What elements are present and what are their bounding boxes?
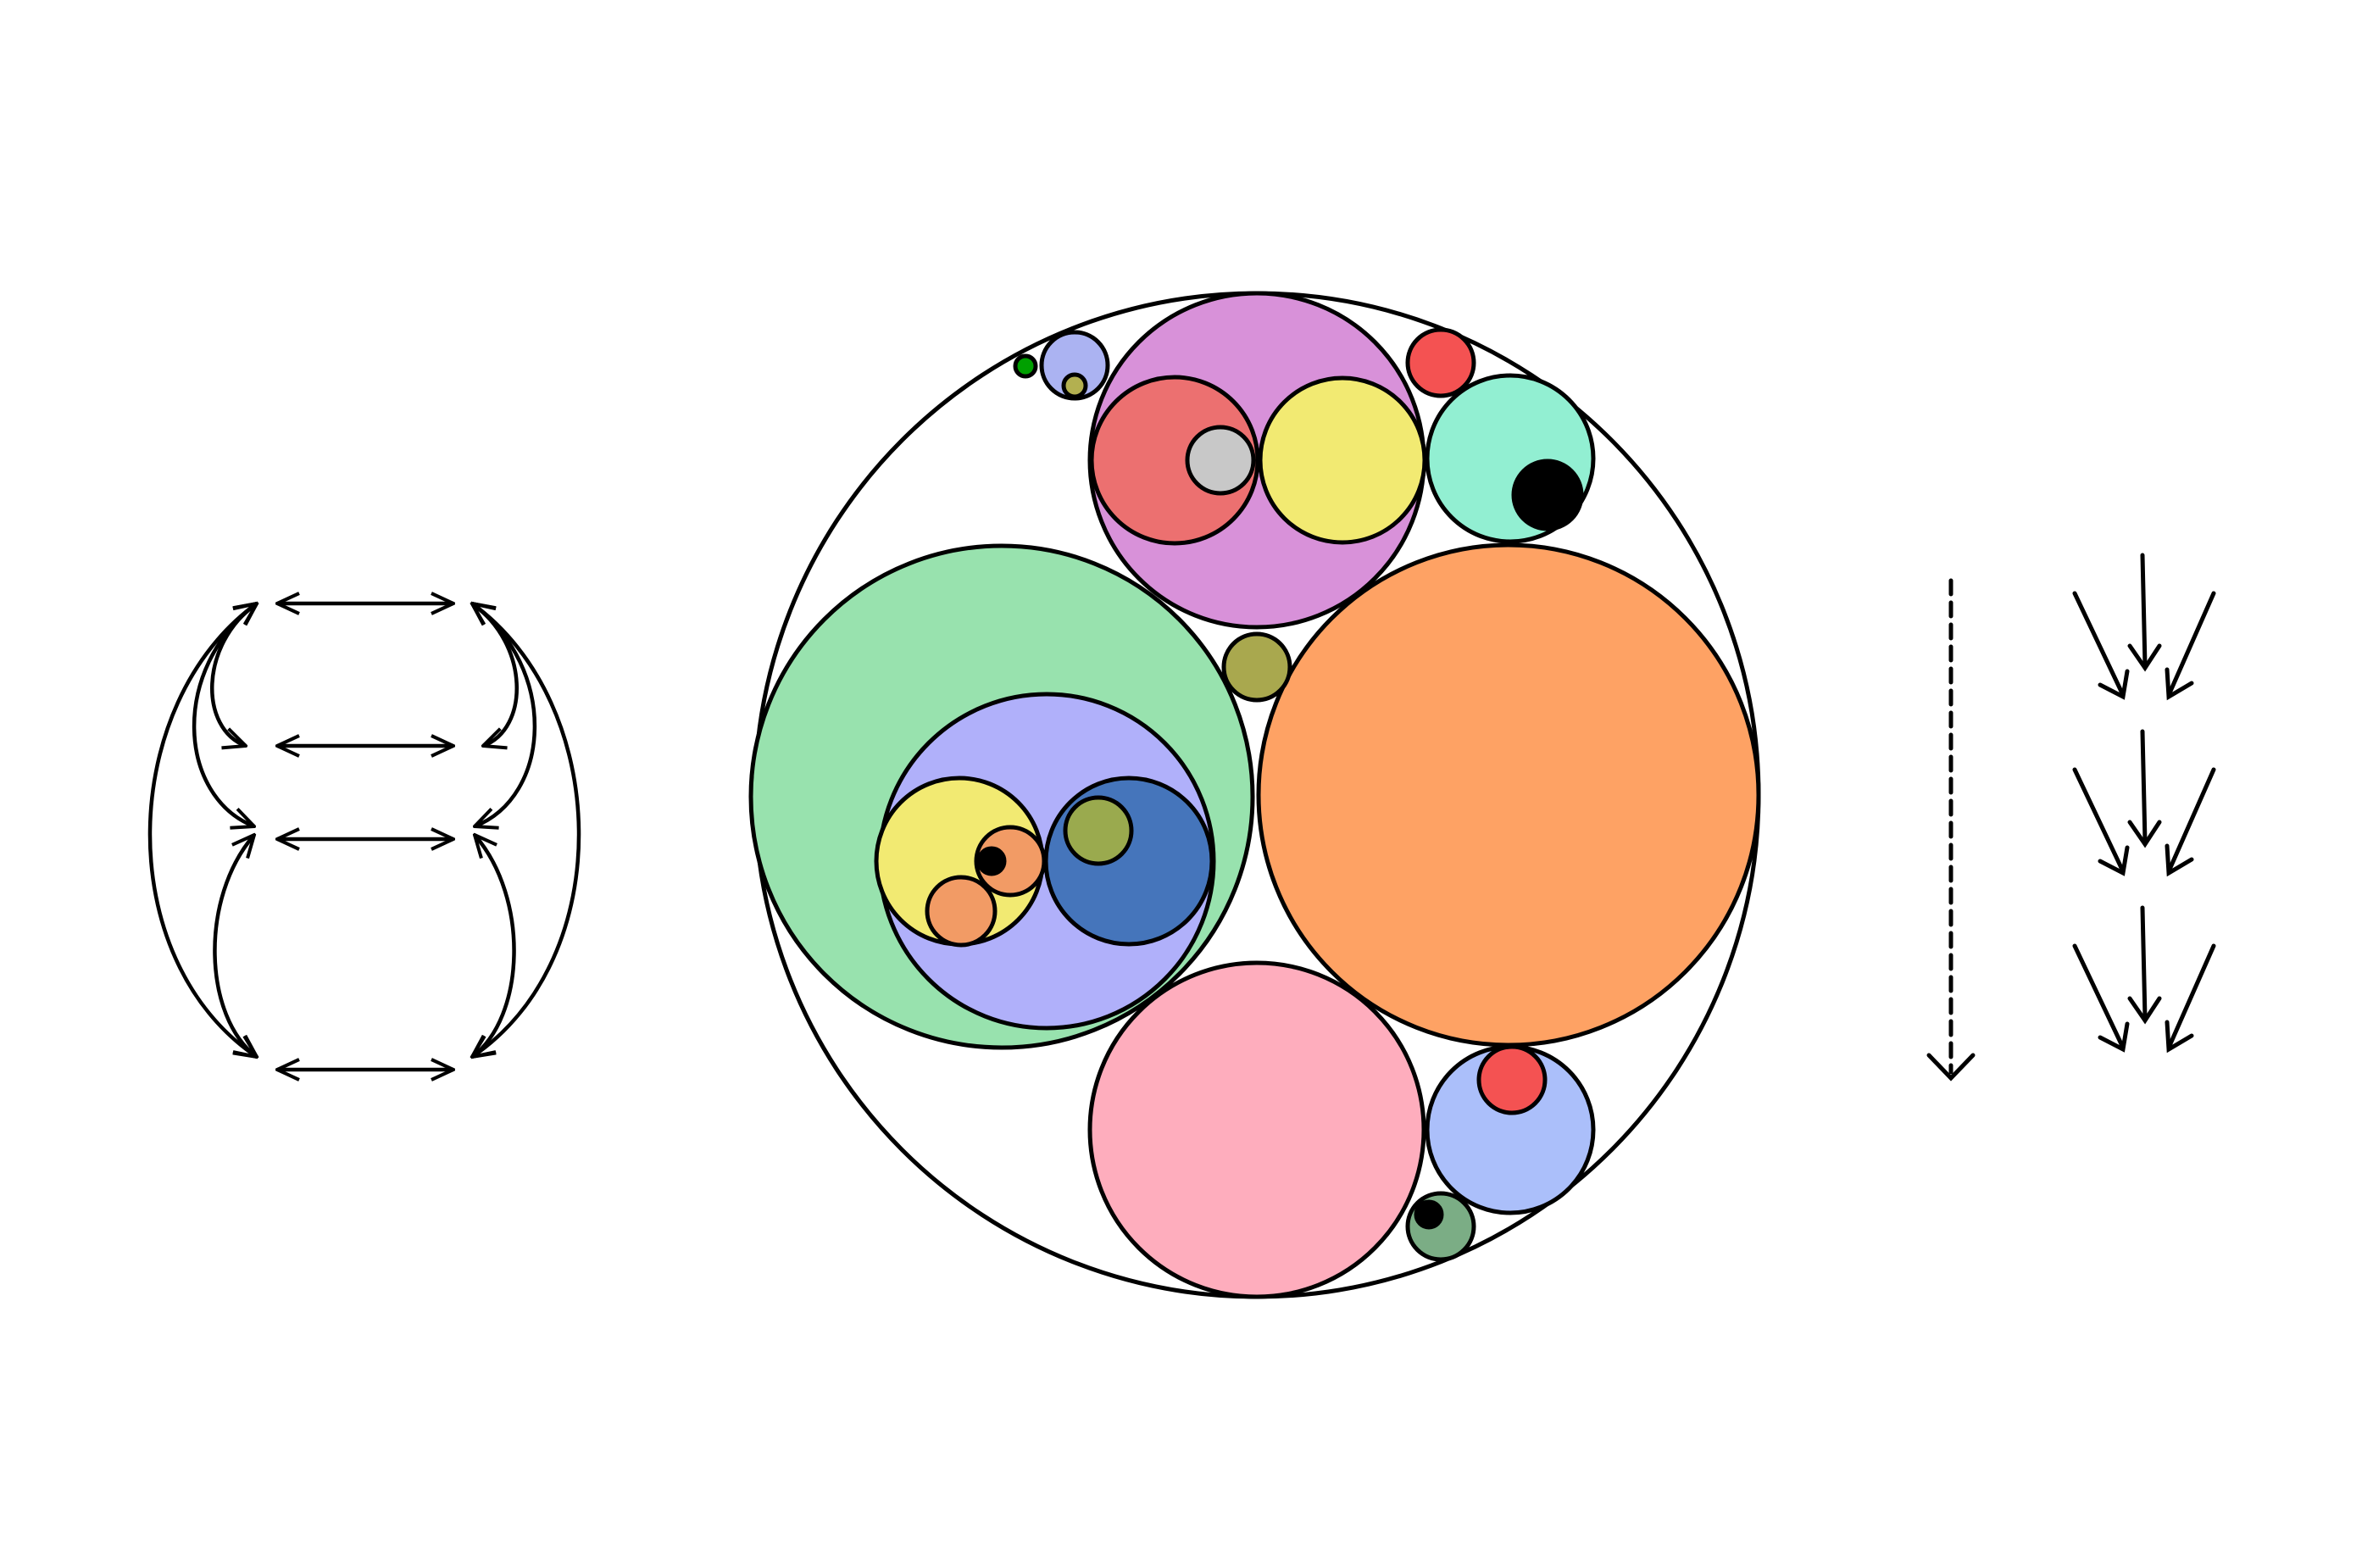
circle-packing xyxy=(748,291,1761,1299)
left-arc-3-4 xyxy=(213,835,257,1057)
right-arc-1-3 xyxy=(472,603,537,826)
black-circle xyxy=(1511,459,1584,531)
olive-circle-2 xyxy=(1221,631,1292,703)
small-black-circle xyxy=(1414,1199,1444,1230)
yellow-circle xyxy=(1258,375,1427,545)
flow-legend xyxy=(1926,553,2216,1081)
black-dot-circle xyxy=(976,846,1007,876)
left-arc-1-4 xyxy=(147,603,257,1057)
right-arc-1-4 xyxy=(472,603,581,1057)
arrow-group-3 xyxy=(2072,905,2216,1054)
pink-circle xyxy=(1087,960,1426,1299)
sage-group-circle xyxy=(1405,1191,1476,1262)
small-green-circle xyxy=(1013,353,1038,379)
dashed-arrow-head xyxy=(1926,1053,1976,1081)
red-circle xyxy=(1476,1044,1548,1115)
large-orange-circle xyxy=(1256,542,1761,1048)
gray-circle xyxy=(1185,425,1256,496)
left-arc-1-3 xyxy=(192,603,257,826)
red-group-circle xyxy=(1089,375,1260,546)
hierarchy-graph xyxy=(147,603,581,1070)
arrow-group-1 xyxy=(2072,553,2216,701)
blue-group-circle xyxy=(1043,776,1214,947)
small-olive-circle xyxy=(1061,372,1088,399)
arrow-group-2 xyxy=(2072,729,2216,877)
olive-circle xyxy=(1063,795,1134,866)
red-circle-2 xyxy=(1405,327,1476,398)
small-orange-circle xyxy=(925,875,998,948)
right-arc-3-4 xyxy=(472,835,516,1057)
